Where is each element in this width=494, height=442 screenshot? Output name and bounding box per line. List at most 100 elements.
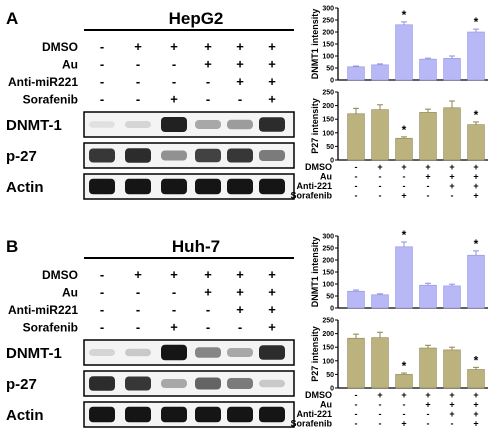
chart-treatment-sign: + (425, 172, 430, 182)
treatment-sign: - (136, 285, 140, 300)
treatment-sign: + (236, 74, 244, 89)
treatment-sign: + (170, 92, 178, 107)
chart-treatment-sign: - (355, 390, 358, 400)
treatment-sign: + (268, 302, 276, 317)
chart-treatment-sign: + (473, 181, 478, 191)
chart-treatment-label: DMSO (305, 390, 332, 400)
treatment-sign: + (204, 285, 212, 300)
chart-treatment-label: Sorafenib (290, 419, 332, 429)
y-tick-label: 50 (326, 372, 334, 379)
y-tick-label: 200 (322, 103, 334, 110)
bar (395, 374, 413, 389)
treatment-label: Anti-miR221 (8, 303, 78, 317)
bar (467, 369, 485, 389)
bar (467, 31, 485, 81)
chart-treatment-sign: + (401, 162, 406, 172)
chart-treatment-sign: - (379, 409, 382, 419)
treatment-label: Sorafenib (23, 93, 78, 107)
treatment-sign: - (172, 74, 176, 89)
blot-band (227, 178, 253, 195)
treatment-sign: + (170, 267, 178, 282)
bar (419, 347, 437, 389)
chart-treatment-sign: + (449, 172, 454, 182)
bar (395, 137, 413, 161)
significance-marker: * (402, 359, 407, 373)
chart-treatment-sign: + (401, 390, 406, 400)
blot-band (195, 406, 221, 423)
y-tick-label: 50 (326, 66, 334, 73)
blot-band (161, 178, 187, 195)
y-tick-label: 300 (322, 6, 334, 13)
bar (371, 109, 389, 161)
chart-treatment-sign: - (355, 162, 358, 172)
chart-treatment-label: Anti-221 (296, 409, 332, 419)
significance-marker: * (474, 15, 479, 29)
y-tick-label: 150 (322, 270, 334, 277)
treatment-sign: + (236, 57, 244, 72)
chart-treatment-sign: + (473, 419, 478, 429)
treatment-label: Au (62, 286, 78, 300)
significance-marker: * (474, 237, 479, 251)
chart-treatment-sign: - (355, 409, 358, 419)
bar (419, 58, 437, 81)
y-tick-label: 200 (322, 30, 334, 37)
blot-band (161, 117, 187, 132)
treatment-label: Anti-miR221 (8, 75, 78, 89)
treatment-sign: - (100, 39, 104, 54)
bar (443, 58, 461, 81)
chart-treatment-label: Sorafenib (290, 191, 332, 201)
chart-treatment-sign: - (355, 172, 358, 182)
bar (371, 64, 389, 81)
treatment-sign: + (268, 320, 276, 335)
blot-label: p-27 (6, 376, 37, 393)
chart-treatment-sign: - (379, 400, 382, 410)
bar (467, 254, 485, 309)
treatment-sign: - (136, 92, 140, 107)
y-tick-label: 150 (322, 117, 334, 124)
blot-band (227, 378, 253, 389)
blot-band (227, 148, 253, 163)
significance-marker: * (474, 108, 479, 122)
chart-treatment-sign: + (449, 181, 454, 191)
chart-treatment-sign: - (451, 419, 454, 429)
treatment-sign: + (268, 74, 276, 89)
significance-marker: * (402, 228, 407, 242)
bar (467, 124, 485, 161)
treatment-sign: - (172, 285, 176, 300)
chart-treatment-sign: + (377, 390, 382, 400)
blot-band (195, 377, 221, 390)
blot-band (161, 150, 187, 161)
blot-band (125, 406, 151, 423)
blot-band (259, 178, 285, 195)
chart-treatment-sign: - (379, 191, 382, 201)
bar (395, 246, 413, 309)
chart-treatment-label: Anti-221 (296, 181, 332, 191)
y-axis-label: P27 intensity (310, 98, 320, 154)
chart-treatment-sign: + (449, 390, 454, 400)
bar (371, 294, 389, 309)
treatment-sign: + (134, 39, 142, 54)
chart-treatment-sign: + (473, 400, 478, 410)
treatment-sign: - (206, 92, 210, 107)
y-axis-label: DNMT1 intensity (310, 237, 320, 308)
blot-band (125, 178, 151, 195)
treatment-sign: + (268, 92, 276, 107)
treatment-sign: - (172, 57, 176, 72)
y-tick-label: 150 (322, 345, 334, 352)
blot-band (195, 178, 221, 195)
panel-letter: B (6, 237, 18, 256)
y-tick-label: 250 (322, 18, 334, 25)
blot-band (259, 379, 285, 388)
y-tick-label: 200 (322, 258, 334, 265)
chart-treatment-sign: - (451, 191, 454, 201)
chart-treatment-sign: + (473, 162, 478, 172)
treatment-sign: - (100, 285, 104, 300)
treatment-sign: + (268, 285, 276, 300)
treatment-sign: - (100, 320, 104, 335)
